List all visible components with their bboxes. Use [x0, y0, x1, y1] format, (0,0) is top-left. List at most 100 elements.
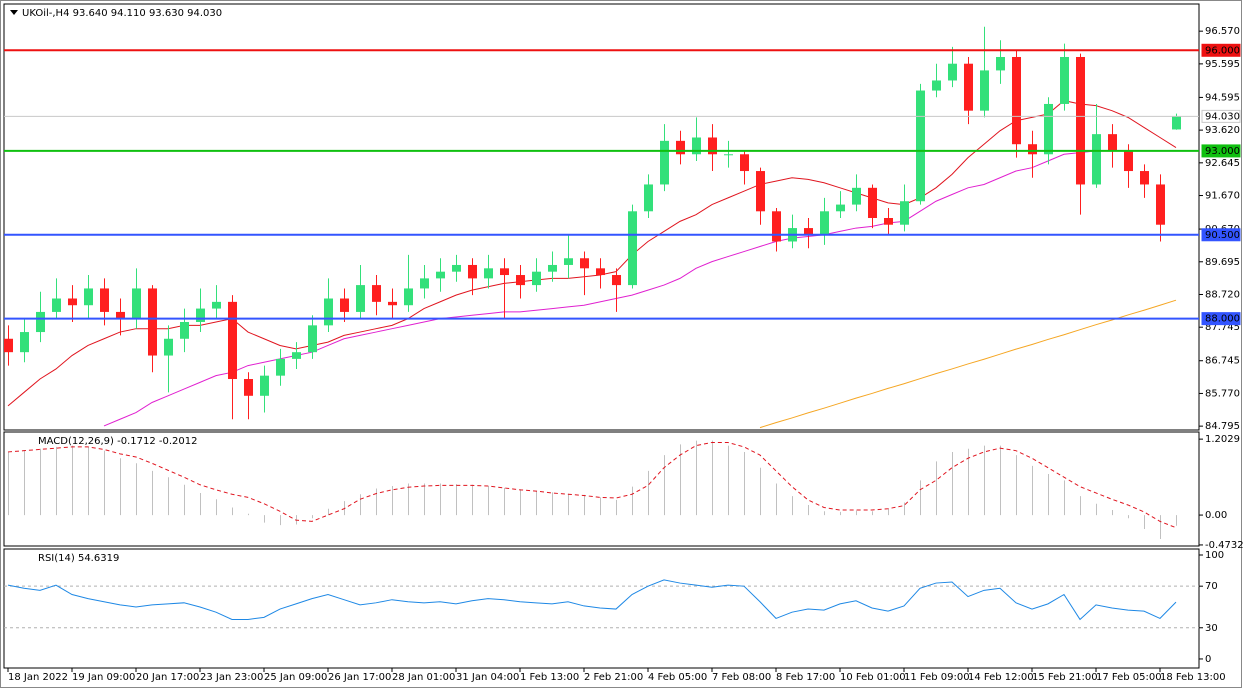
candle-body [820, 211, 829, 235]
candle-body [644, 184, 653, 212]
candle-body [340, 298, 349, 312]
y-tick-label: 93.620 [1205, 125, 1240, 136]
candle-body [1156, 184, 1165, 225]
candle-body [724, 154, 733, 156]
candle-body [436, 271, 445, 279]
y-tick-label: 89.695 [1205, 257, 1240, 268]
candle-body [884, 218, 893, 225]
candle-body [292, 352, 301, 359]
candle-body [1028, 144, 1037, 155]
y-tick-label: 92.645 [1205, 158, 1240, 169]
macd-pane-frame [3, 431, 1200, 547]
x-tick-label: 25 Jan 09:00 [264, 672, 327, 683]
candle-body [948, 63, 957, 81]
candle-body [484, 268, 493, 279]
candle-body [916, 90, 925, 202]
y-tick-label: 30 [1205, 623, 1218, 634]
candle-body [276, 358, 285, 376]
x-tick-label: 10 Feb 01:00 [840, 672, 906, 683]
x-tick-label: 28 Jan 01:00 [392, 672, 455, 683]
candle-body [180, 321, 189, 339]
price-level-tag [1201, 312, 1241, 326]
y-tick-label: 1.2029 [1205, 434, 1240, 445]
candle-body [628, 211, 637, 286]
price-level-tag [1201, 144, 1241, 158]
candle-body [148, 288, 157, 356]
candle-body [308, 325, 317, 353]
price-level-label: 96.000 [1205, 45, 1240, 56]
candle-body [1124, 150, 1133, 172]
candle-body [548, 264, 557, 272]
moving-average [103, 150, 1176, 427]
y-tick-label: 0.00 [1205, 510, 1227, 521]
candle-body [20, 332, 29, 353]
candle-body [388, 301, 397, 306]
macd-signal [7, 441, 1177, 529]
candle-body [468, 264, 477, 279]
candle-body [852, 187, 861, 205]
x-tick-label: 14 Feb 12:00 [968, 672, 1034, 683]
candle-body [404, 288, 413, 306]
candle-body [804, 228, 813, 235]
candle-body [164, 338, 173, 356]
candle-body [756, 171, 765, 212]
candle-body [228, 301, 237, 380]
candle-body [52, 298, 61, 312]
y-tick-label: 96.570 [1205, 26, 1240, 37]
candle-body [324, 298, 333, 326]
main-title: UKOil-,H4 93.640 94.110 93.630 94.030 [22, 8, 222, 19]
price-level-tag [1201, 228, 1241, 242]
candle-body [244, 379, 253, 396]
candle-body [980, 70, 989, 111]
candle-body [932, 80, 941, 91]
candle-body [660, 140, 669, 185]
candle-body [100, 288, 109, 312]
candle-body [1060, 56, 1069, 104]
y-tick-label: 84.795 [1205, 421, 1240, 432]
candle-body [500, 268, 509, 276]
candle-body [676, 140, 685, 155]
y-tick-label: 91.670 [1205, 191, 1240, 202]
x-tick-label: 15 Feb 21:00 [1032, 672, 1098, 683]
x-tick-label: 26 Jan 17:00 [328, 672, 391, 683]
rsi-line [7, 579, 1177, 621]
y-tick-label: 100 [1205, 550, 1224, 561]
candle-body [1172, 116, 1181, 130]
candle-body [260, 375, 269, 396]
rsi-title: RSI(14) 54.6319 [38, 553, 119, 564]
candle-body [1012, 56, 1021, 145]
candle-body [372, 285, 381, 302]
candle-body [612, 275, 621, 286]
price-level-label: 93.000 [1205, 146, 1240, 157]
moving-average [7, 100, 1177, 407]
moving-average [759, 299, 1177, 429]
main-pane-frame [3, 3, 1200, 431]
candle-body [772, 211, 781, 242]
candle-body [356, 285, 365, 312]
x-tick-label: 20 Jan 17:00 [136, 672, 199, 683]
candle-body [420, 278, 429, 289]
candle-body [964, 63, 973, 111]
y-tick-label: 87.745 [1205, 322, 1240, 333]
x-tick-label: 18 Feb 13:00 [1160, 672, 1226, 683]
x-tick-label: 19 Jan 09:00 [72, 672, 135, 683]
x-tick-label: 31 Jan 04:00 [456, 672, 519, 683]
y-tick-label: -0.4732 [1205, 540, 1243, 551]
rsi-pane-frame [3, 548, 1200, 669]
price-level-tag [1201, 109, 1241, 123]
y-tick-label: 95.595 [1205, 59, 1240, 70]
x-tick-label: 7 Feb 08:00 [712, 672, 771, 683]
price-level-label: 88.000 [1205, 314, 1240, 325]
y-tick-label: 94.595 [1205, 92, 1240, 103]
candle-body [564, 258, 573, 265]
candle-body [1140, 171, 1149, 185]
symbol-menu-arrow[interactable] [10, 10, 18, 15]
candle-body [1092, 134, 1101, 185]
candle-body [900, 201, 909, 225]
x-tick-label: 4 Feb 05:00 [648, 672, 707, 683]
x-tick-label: 8 Feb 17:00 [776, 672, 835, 683]
candle-body [212, 301, 221, 309]
x-tick-label: 2 Feb 21:00 [584, 672, 643, 683]
macd-title: MACD(12,26,9) -0.1712 -0.2012 [38, 436, 198, 447]
